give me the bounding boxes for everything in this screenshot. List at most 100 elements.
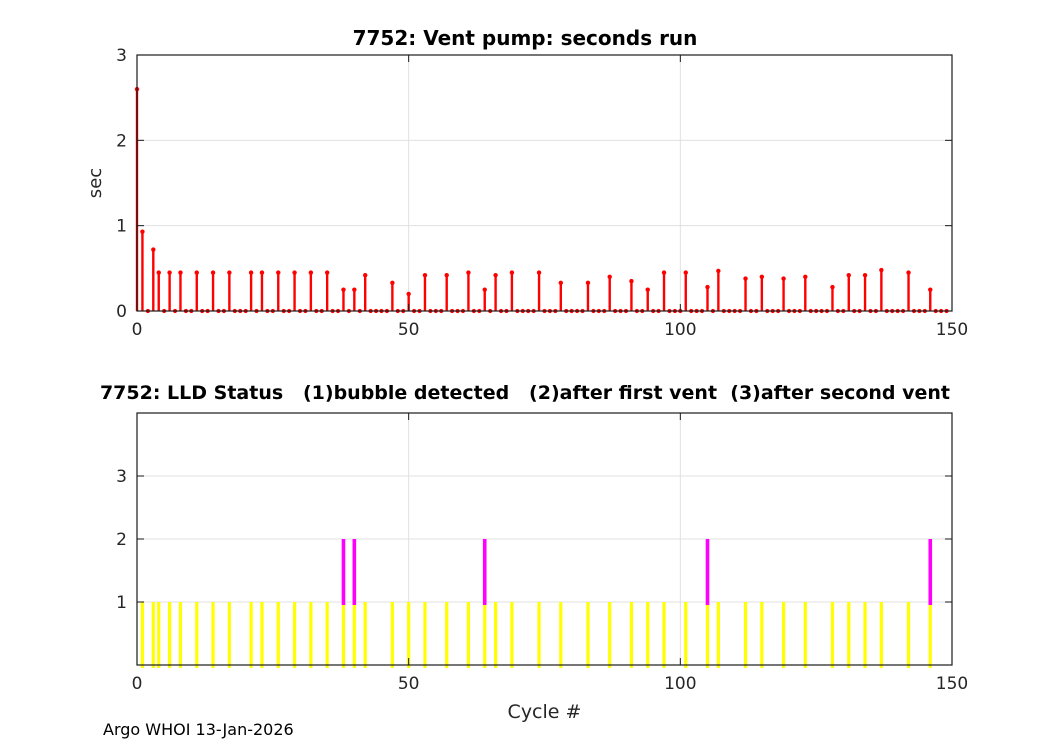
status2-bar bbox=[482, 539, 487, 605]
status1-bar bbox=[390, 602, 394, 668]
stem-marker bbox=[906, 270, 911, 275]
status1-bar bbox=[906, 602, 911, 668]
status1-bar bbox=[157, 602, 161, 668]
stem-marker bbox=[178, 270, 183, 275]
status1-bar bbox=[352, 602, 356, 668]
stem-marker bbox=[781, 276, 786, 281]
y-tick-label: 2 bbox=[116, 131, 127, 151]
x-tick-label: 50 bbox=[398, 320, 420, 340]
stem-marker bbox=[227, 270, 232, 275]
y-tick-label: 1 bbox=[116, 593, 127, 613]
status1-bar bbox=[195, 602, 199, 668]
status1-bar bbox=[341, 602, 346, 668]
stem-marker bbox=[167, 270, 172, 275]
stem-marker bbox=[406, 291, 411, 297]
stem-marker bbox=[629, 278, 634, 284]
status1-bar bbox=[646, 602, 650, 668]
stem-marker bbox=[928, 287, 933, 292]
status1-bar bbox=[760, 602, 764, 668]
x-tick-label: 150 bbox=[936, 674, 968, 694]
stem-marker bbox=[759, 274, 765, 280]
status1-bar bbox=[559, 602, 563, 668]
status1-bar bbox=[863, 602, 867, 668]
stem-marker bbox=[683, 270, 688, 275]
axis-box bbox=[136, 54, 953, 312]
stem-marker bbox=[661, 270, 667, 275]
stem-marker bbox=[862, 272, 868, 278]
status1-bar bbox=[211, 602, 215, 668]
status1-bar bbox=[292, 602, 297, 668]
x-tick-label: 0 bbox=[132, 674, 143, 694]
status1-bar bbox=[510, 602, 514, 668]
stem-marker bbox=[390, 280, 395, 286]
status2-bar bbox=[341, 539, 346, 605]
status1-bar bbox=[781, 602, 786, 668]
stem-marker bbox=[493, 272, 498, 278]
stem-marker bbox=[292, 270, 297, 275]
vent-pump-title: 7752: Vent pump: seconds run bbox=[352, 26, 698, 50]
status2-bar bbox=[352, 539, 357, 605]
stem-marker bbox=[705, 284, 710, 290]
stem-marker bbox=[879, 267, 884, 273]
status1-bar bbox=[140, 602, 145, 668]
status1-bar bbox=[847, 602, 851, 668]
stem-marker bbox=[276, 270, 281, 275]
status1-bar bbox=[879, 602, 883, 668]
cycle-axis-label: Cycle # bbox=[507, 701, 582, 723]
stem-marker bbox=[716, 268, 721, 274]
stem-marker bbox=[830, 284, 835, 290]
status1-bar bbox=[178, 602, 183, 668]
status1-bar bbox=[325, 602, 329, 668]
status1-bar bbox=[928, 602, 932, 668]
status1-bar bbox=[537, 602, 541, 668]
lld-status-title: 7752: LLD Status (1)bubble detected (2)a… bbox=[99, 382, 951, 404]
x-tick-label: 50 bbox=[398, 674, 420, 694]
x-tick-label: 150 bbox=[936, 320, 968, 340]
y-tick-label: 2 bbox=[116, 530, 127, 550]
y-tick-label: 3 bbox=[116, 467, 127, 487]
status1-bar bbox=[586, 602, 590, 668]
stem-marker bbox=[536, 270, 542, 275]
status1-bar bbox=[407, 602, 411, 668]
stem-marker bbox=[308, 270, 314, 275]
stem-marker bbox=[607, 274, 612, 280]
x-tick-label: 100 bbox=[664, 320, 696, 340]
stem-marker bbox=[558, 280, 563, 286]
stem-marker bbox=[194, 270, 199, 275]
stem-marker bbox=[444, 272, 449, 278]
y-tick-label: 0 bbox=[116, 302, 127, 322]
status1-bar bbox=[743, 602, 748, 668]
stem-marker bbox=[846, 272, 851, 278]
status1-bar bbox=[803, 602, 807, 668]
status1-bar bbox=[151, 602, 155, 668]
stem-marker bbox=[803, 274, 808, 280]
status1-bar bbox=[716, 602, 720, 668]
y-tick-label: 1 bbox=[116, 217, 127, 237]
status1-bar bbox=[830, 602, 835, 668]
stem-marker bbox=[645, 287, 650, 292]
status1-bar bbox=[483, 602, 487, 668]
status2-bar bbox=[705, 539, 710, 605]
status1-bar bbox=[276, 602, 280, 668]
stem-marker bbox=[210, 270, 216, 275]
stem-marker bbox=[341, 287, 346, 292]
stem-marker bbox=[140, 229, 145, 234]
stem-marker bbox=[585, 280, 591, 286]
stem-marker bbox=[156, 270, 161, 275]
status1-bar bbox=[629, 602, 634, 668]
footer-stamp: Argo WHOI 13-Jan-2026 bbox=[103, 720, 294, 739]
status1-bar bbox=[227, 602, 231, 668]
status1-bar bbox=[494, 602, 498, 668]
stem-marker bbox=[151, 247, 156, 252]
status1-bar bbox=[260, 602, 264, 668]
status1-bar bbox=[608, 602, 612, 668]
stem-marker bbox=[352, 287, 357, 292]
status1-bar bbox=[423, 602, 427, 668]
status1-bar bbox=[662, 602, 666, 668]
status1-bar bbox=[249, 602, 253, 668]
stem-marker bbox=[743, 276, 748, 281]
status1-bar bbox=[168, 602, 172, 668]
x-tick-label: 100 bbox=[664, 674, 696, 694]
status1-bar bbox=[363, 602, 367, 668]
